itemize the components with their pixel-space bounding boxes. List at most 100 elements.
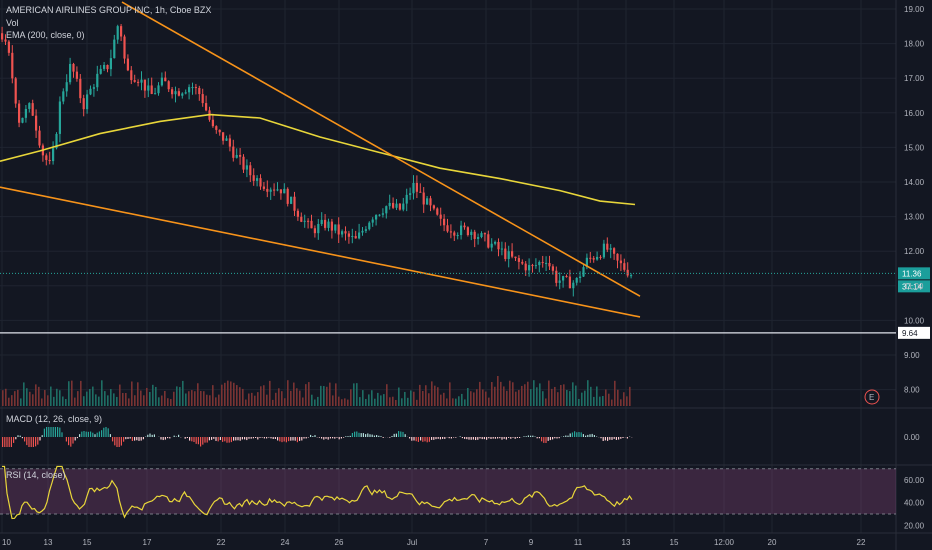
candle bbox=[228, 134, 231, 152]
macd-bar bbox=[505, 437, 507, 440]
volume-bar bbox=[77, 391, 79, 406]
macd-bar bbox=[19, 435, 21, 437]
candle-body bbox=[511, 251, 514, 257]
volume-bar bbox=[80, 380, 82, 406]
macd-bar bbox=[343, 437, 345, 438]
volume-bar bbox=[131, 381, 133, 406]
volume-bar bbox=[581, 392, 583, 406]
macd-bar bbox=[15, 437, 17, 440]
candle-body bbox=[507, 251, 510, 259]
candle-body bbox=[198, 88, 201, 95]
volume-bar bbox=[446, 398, 448, 406]
volume-bar bbox=[14, 391, 16, 406]
macd-bar bbox=[538, 437, 540, 439]
candle-body bbox=[358, 232, 361, 239]
candle bbox=[92, 83, 95, 97]
candle bbox=[276, 182, 279, 192]
earnings-marker[interactable] bbox=[864, 389, 880, 405]
volume-bar bbox=[353, 383, 355, 406]
volume-bar bbox=[563, 384, 565, 406]
candle-body bbox=[92, 87, 95, 89]
macd-bar bbox=[580, 432, 582, 437]
macd-bar bbox=[622, 437, 624, 438]
macd-bar bbox=[585, 435, 587, 437]
volume-bar bbox=[473, 392, 475, 406]
macd-bar bbox=[17, 435, 19, 437]
candle-body bbox=[364, 229, 367, 231]
candle bbox=[388, 194, 391, 210]
volume-bar bbox=[134, 395, 136, 406]
rsi-band-fill bbox=[0, 468, 896, 515]
macd-bar bbox=[338, 437, 340, 440]
volume-bar bbox=[251, 392, 253, 406]
candle-body bbox=[96, 73, 99, 88]
macd-bar bbox=[162, 437, 164, 441]
candle-body bbox=[150, 85, 153, 94]
candle-body bbox=[609, 248, 612, 250]
candle bbox=[500, 241, 503, 256]
candle-body bbox=[103, 64, 106, 69]
candle-body bbox=[555, 270, 558, 283]
symbol-legend[interactable]: AMERICAN AIRLINES GROUP INC, 1h, Cboe BZ… bbox=[6, 5, 212, 15]
macd-bar bbox=[442, 437, 444, 439]
candle-body bbox=[585, 257, 588, 268]
price-tick-label: 17.00 bbox=[904, 74, 925, 83]
macd-bar bbox=[523, 436, 525, 437]
time-tick-label: 24 bbox=[281, 538, 290, 547]
volume-legend[interactable]: Vol bbox=[6, 18, 19, 28]
macd-bar bbox=[556, 437, 558, 439]
macd-bar bbox=[79, 434, 81, 437]
candle bbox=[303, 214, 306, 228]
candle bbox=[259, 174, 262, 190]
candle bbox=[582, 264, 585, 277]
volume-bar bbox=[365, 398, 367, 406]
rsi-legend[interactable]: RSI (14, close) bbox=[6, 470, 66, 480]
volume-bar bbox=[602, 395, 604, 406]
candle-body bbox=[409, 193, 412, 195]
volume-bar bbox=[83, 396, 85, 406]
volume-bar bbox=[443, 392, 445, 406]
candle bbox=[375, 214, 378, 226]
volume-bar bbox=[206, 394, 208, 406]
macd-bar bbox=[354, 431, 356, 437]
candle-body bbox=[28, 103, 31, 109]
ema-legend[interactable]: EMA (200, close, 0) bbox=[6, 30, 85, 40]
macd-bar bbox=[554, 437, 556, 439]
candle bbox=[58, 96, 61, 143]
candle bbox=[575, 277, 578, 286]
volume-bar bbox=[488, 397, 490, 406]
volume-bar bbox=[290, 390, 292, 406]
volume-bar bbox=[137, 382, 139, 406]
candle bbox=[133, 74, 136, 83]
macd-legend[interactable]: MACD (12, 26, close, 9) bbox=[6, 414, 103, 424]
candle-body bbox=[490, 243, 493, 248]
candle bbox=[548, 255, 551, 270]
volume-bar bbox=[476, 389, 478, 406]
macd-bar bbox=[281, 437, 283, 443]
candle-body bbox=[7, 41, 10, 53]
macd-bar bbox=[318, 437, 320, 438]
rsi-tick-label: 40.00 bbox=[904, 499, 925, 508]
volume-bar bbox=[272, 399, 274, 406]
volume-bar bbox=[113, 393, 115, 406]
volume-bar bbox=[74, 397, 76, 406]
candle bbox=[225, 135, 228, 141]
candle-body bbox=[392, 202, 395, 208]
price-tick-label: 16.00 bbox=[904, 109, 925, 118]
candle bbox=[286, 187, 289, 207]
macd-bar bbox=[323, 437, 325, 440]
volume-bar bbox=[149, 391, 151, 406]
volume-bar bbox=[425, 385, 427, 406]
macd-bar bbox=[105, 427, 107, 437]
macd-bar bbox=[215, 437, 217, 441]
macd-bar bbox=[37, 437, 39, 445]
macd-bar bbox=[131, 437, 133, 442]
macd-bar bbox=[433, 437, 435, 440]
candle bbox=[11, 45, 14, 84]
candle-body bbox=[443, 218, 446, 226]
macd-bar bbox=[459, 436, 461, 437]
volume-bar bbox=[611, 399, 613, 406]
macd-bar bbox=[303, 437, 305, 439]
candle bbox=[409, 187, 412, 200]
